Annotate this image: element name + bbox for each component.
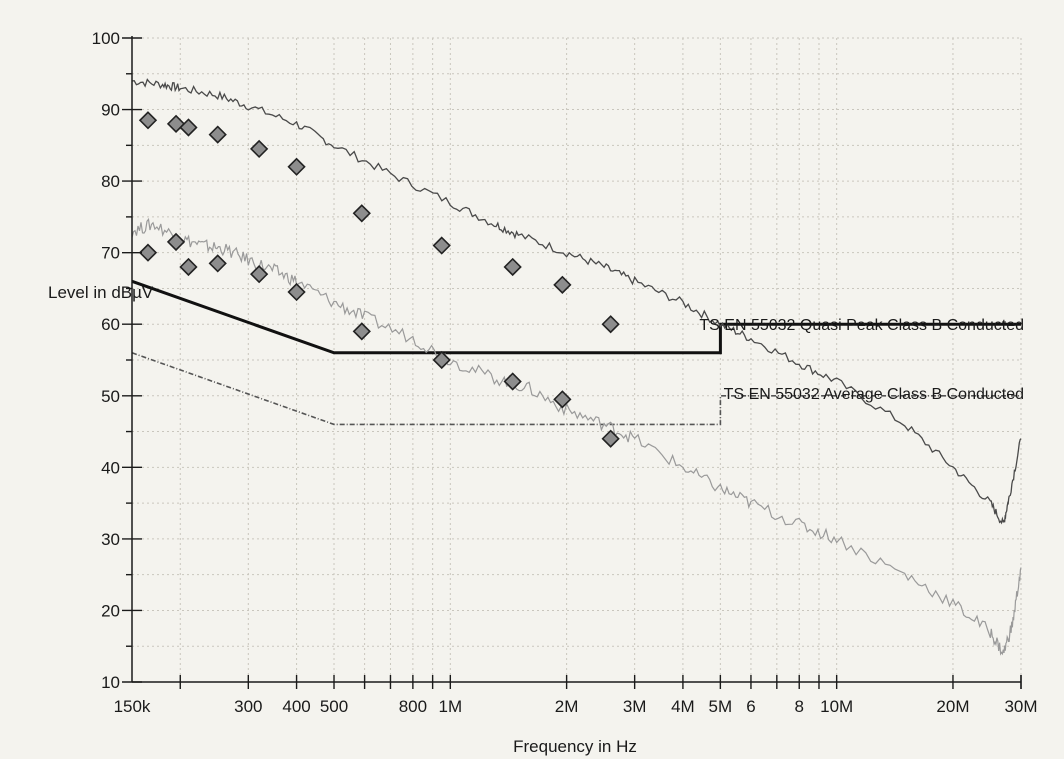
x-tick-label: 8 (794, 697, 803, 716)
x-tick-label: 2M (555, 697, 579, 716)
measurement-marker (503, 372, 522, 391)
limit-line-average (131, 352, 1021, 426)
limit-label-quasi-peak: TS EN 55032 Quasi Peak Class B Conducted (699, 317, 1024, 334)
measurement-marker (601, 429, 620, 448)
x-tick-label: 10M (820, 697, 853, 716)
measurement-marker (208, 254, 227, 273)
x-tick-label: 30M (1004, 697, 1037, 716)
y-tick-label: 90 (101, 101, 120, 120)
measurement-marker (503, 257, 522, 277)
y-axis-title: Level in dBµV (48, 283, 154, 302)
limit-lines (131, 279, 1021, 426)
y-tick-label: 100 (92, 29, 120, 48)
x-tick-label: 1M (439, 697, 463, 716)
y-tick-label: 20 (101, 601, 120, 620)
x-tick-label: 500 (320, 697, 348, 716)
measurement-marker (432, 236, 451, 255)
measurement-marker (138, 243, 158, 262)
measurement-marker (249, 139, 269, 159)
x-tick-label: 4M (671, 697, 695, 716)
x-axis-title: Frequency in Hz (513, 737, 637, 756)
y-tick-label: 70 (101, 244, 120, 263)
measurement-marker (166, 114, 186, 133)
x-tick-label: 150k (114, 697, 151, 716)
limit-line-quasi-peak (131, 279, 1021, 355)
measurement-marker (138, 111, 158, 130)
y-tick-label: 60 (101, 315, 120, 334)
x-tick-label: 400 (282, 697, 310, 716)
measurement-marker (249, 265, 269, 284)
measurement-marker (352, 322, 371, 341)
measurement-marker (432, 350, 451, 370)
measurement-marker (166, 232, 186, 252)
measurement-marker (179, 257, 198, 277)
trace-upper (131, 78, 1022, 525)
measurement-marker (352, 204, 371, 223)
measurement-marker (601, 315, 620, 334)
limit-label-average: TS EN 55032 Average Class B Conducted (724, 386, 1024, 403)
axes: 10 20 30 40 50 60 70 80 90 100 150k 300 400 500 800 1M 2… (92, 29, 1038, 716)
measurement-marker (553, 275, 572, 294)
y-tick-label: 40 (101, 458, 120, 477)
measurement-marker (208, 125, 227, 144)
y-tick-label: 30 (101, 530, 120, 549)
x-tick-label: 6 (746, 697, 755, 716)
measurement-marker (287, 157, 306, 176)
measurement-marker (287, 282, 306, 302)
measurement-marker (553, 390, 572, 409)
x-tick-label: 800 (399, 697, 427, 716)
y-tick-label: 50 (101, 387, 120, 406)
y-tick-label: 80 (101, 172, 120, 191)
x-tick-label: 3M (623, 697, 647, 716)
x-tick-label: 20M (936, 697, 969, 716)
measurement-markers (138, 111, 620, 448)
trace-lower (131, 217, 1022, 656)
y-tick-label: 10 (101, 673, 120, 692)
labels: Frequency in Hz Level in dBµV TS EN 5503… (48, 283, 1024, 756)
x-tick-label: 5M (709, 697, 733, 716)
measurement-marker (179, 118, 198, 137)
x-tick-label: 300 (234, 697, 262, 716)
measurement-traces (131, 78, 1022, 656)
